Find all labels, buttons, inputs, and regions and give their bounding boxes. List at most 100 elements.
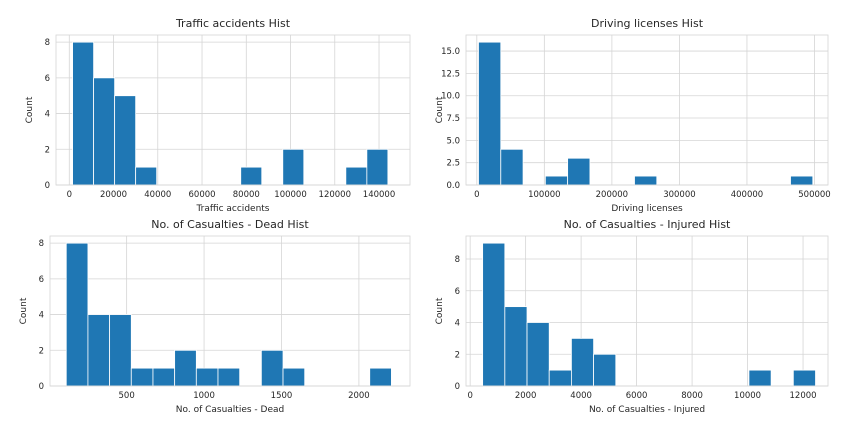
x-tick-label: 8000 <box>681 391 703 401</box>
y-tick-label: 6 <box>455 287 460 297</box>
x-tick-label: 500000 <box>798 190 830 200</box>
histogram-bar <box>593 353 617 387</box>
y-tick-label: 10.0 <box>441 92 460 102</box>
y-tick-label: 2 <box>455 350 460 360</box>
x-tick-label: 500 <box>119 391 135 401</box>
x-tick-label: 120000 <box>319 190 351 200</box>
histogram-bar <box>792 369 816 387</box>
histogram-bar <box>790 175 814 186</box>
x-axis-label: No. of Casualties - Dead <box>176 405 284 415</box>
histogram-bar <box>567 157 591 186</box>
x-axis-label: Driving licenses <box>611 204 683 214</box>
x-tick-label: 100000 <box>528 190 560 200</box>
x-tick-label: 60000 <box>189 190 216 200</box>
y-axis-label: Count <box>435 96 445 123</box>
histogram-bar <box>478 41 502 186</box>
x-tick-label: 0 <box>67 190 72 200</box>
subplot-1: 0 20000 40000 60000 80000 100000 120000 140000 0… <box>25 17 411 214</box>
axes-frame <box>465 34 829 186</box>
axes-frame <box>49 235 411 387</box>
y-tick-label: 8 <box>455 255 460 265</box>
histogram-bar <box>544 175 569 186</box>
x-tick-label: 300000 <box>663 190 695 200</box>
histogram-bar <box>369 367 392 387</box>
chart-title: Traffic accidents Hist <box>175 17 291 30</box>
x-tick-label: 6000 <box>626 391 648 401</box>
y-tick-label: 7.5 <box>446 114 460 124</box>
x-tick-label: 100000 <box>274 190 306 200</box>
x-tick-label: 40000 <box>144 190 171 200</box>
y-tick-label: 12.5 <box>441 69 460 79</box>
histogram-bar <box>548 369 572 387</box>
chart-title: No. of Casualties - Injured Hist <box>564 218 731 231</box>
y-tick-label: 8 <box>39 239 44 249</box>
y-tick-label: 2 <box>39 346 44 356</box>
x-axis-label: No. of Casualties - Injured <box>589 405 705 415</box>
histogram-bar <box>109 314 132 387</box>
histogram-bar <box>634 175 658 186</box>
histogram-bar <box>748 369 772 387</box>
y-tick-label: 0.0 <box>446 181 460 191</box>
histogram-bar <box>174 349 197 387</box>
x-tick-label: 1500 <box>271 391 293 401</box>
x-axis-label: Traffic accidents <box>196 204 270 214</box>
y-axis-label: Count <box>25 96 35 123</box>
histogram-bar <box>345 166 368 186</box>
y-axis-label: Count <box>435 297 445 324</box>
histogram-bar <box>504 306 528 387</box>
x-tick-label: 2000 <box>515 391 537 401</box>
x-tick-label: 20000 <box>100 190 127 200</box>
y-tick-label: 0 <box>45 181 50 191</box>
histogram-bar <box>282 367 306 387</box>
axes-frame <box>55 34 411 186</box>
histogram-bar <box>217 367 241 387</box>
x-tick-label: 140000 <box>363 190 395 200</box>
y-tick-label: 4 <box>455 319 460 329</box>
y-tick-label: 4 <box>45 110 50 120</box>
y-tick-label: 2 <box>45 145 50 155</box>
y-tick-label: 4 <box>39 311 44 321</box>
y-tick-label: 8 <box>45 38 50 48</box>
x-tick-label: 200000 <box>596 190 628 200</box>
x-tick-label: 10000 <box>734 391 761 401</box>
histogram-bar <box>260 349 284 387</box>
y-tick-label: 6 <box>45 74 50 84</box>
histogram-bar <box>152 367 176 387</box>
y-axis-label: Count <box>19 297 29 324</box>
histogram-bar <box>482 242 506 387</box>
y-tick-label: 2.5 <box>446 159 460 169</box>
histogram-bar <box>526 322 550 387</box>
x-tick-label: 80000 <box>233 190 260 200</box>
histogram-bar <box>195 367 219 387</box>
axes-frame <box>465 235 829 387</box>
x-tick-label: 0 <box>467 391 472 401</box>
subplot-3: 500 1000 1500 2000 0 2 4 6 8 No. of Casualties - … <box>19 218 411 415</box>
chart-title: No. of Casualties - Dead Hist <box>151 218 309 231</box>
x-tick-label: 4000 <box>570 391 592 401</box>
histogram-bar <box>130 367 154 387</box>
histogram-bar <box>571 337 595 387</box>
subplot-4: 0 2000 4000 6000 8000 10000 12000 0 2 4 6 8 No. of C… <box>435 218 829 415</box>
histogram-bar <box>72 41 95 186</box>
x-tick-label: 12000 <box>790 391 817 401</box>
histogram-bar <box>65 242 89 387</box>
x-tick-label: 400000 <box>731 190 763 200</box>
y-tick-label: 15.0 <box>441 47 460 57</box>
histogram-bar <box>114 95 137 186</box>
histogram-bar <box>87 314 111 387</box>
histogram-bar <box>93 77 116 186</box>
x-tick-label: 0 <box>474 190 479 200</box>
subplot-2: 0 100000 200000 300000 400000 500000 0.0 2.5 5.0… <box>435 17 831 214</box>
y-tick-label: 6 <box>39 275 44 285</box>
histogram-bar <box>135 166 158 186</box>
y-tick-label: 0 <box>455 382 460 392</box>
y-tick-label: 0 <box>39 382 44 392</box>
histogram-bar <box>240 166 263 186</box>
x-tick-label: 2000 <box>348 391 370 401</box>
histogram-bar <box>366 148 389 186</box>
histogram-bar <box>282 148 305 186</box>
chart-title: Driving licenses Hist <box>591 17 704 30</box>
histogram-bar <box>500 148 524 186</box>
y-tick-label: 5.0 <box>446 136 460 146</box>
